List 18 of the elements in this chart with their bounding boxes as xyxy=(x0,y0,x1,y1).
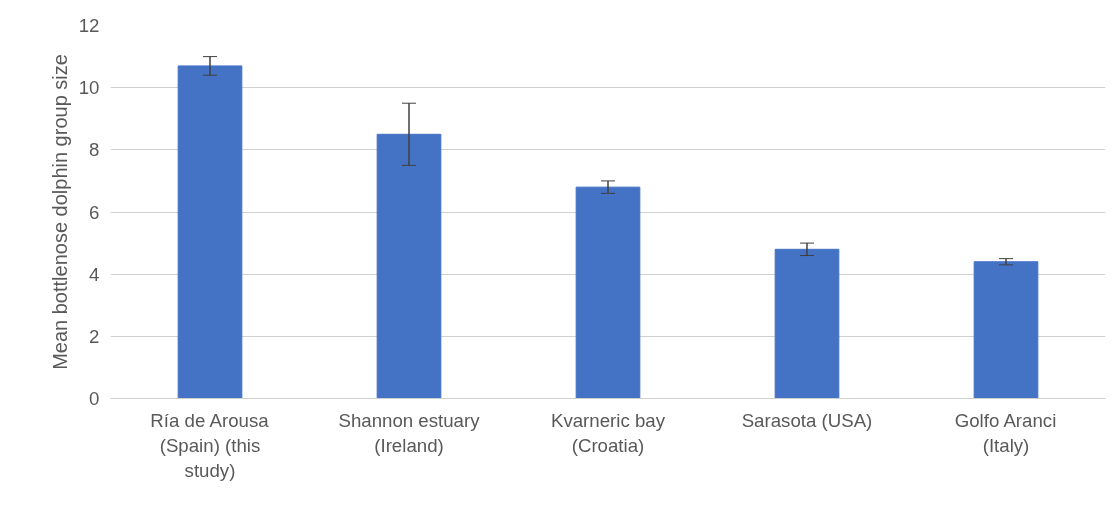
x-tick-label: Ría de Arousa (Spain) (this study) xyxy=(150,409,270,481)
bar xyxy=(376,133,442,399)
y-tick-label: 10 xyxy=(78,77,100,99)
bar xyxy=(177,65,243,399)
y-axis-title: Mean bottlenose dolphin group size xyxy=(48,54,71,370)
x-tick-label: Sarasota (USA) xyxy=(741,409,873,431)
y-tick-label: 12 xyxy=(78,15,100,36)
y-tick-label: 8 xyxy=(89,139,100,161)
bar xyxy=(575,186,641,399)
x-tick-label: Golfo Aranci (Italy) xyxy=(954,409,1057,456)
x-tick-label: Shannon estuary (Ireland) xyxy=(338,409,481,456)
bar xyxy=(774,248,840,399)
y-tick-label: 4 xyxy=(89,263,100,285)
y-tick-label: 6 xyxy=(89,201,100,223)
x-tick-label: Kvarneric bay (Croatia) xyxy=(550,409,666,456)
y-tick-label: 2 xyxy=(89,325,100,347)
bar xyxy=(973,261,1039,399)
y-tick-label: 0 xyxy=(89,388,100,409)
